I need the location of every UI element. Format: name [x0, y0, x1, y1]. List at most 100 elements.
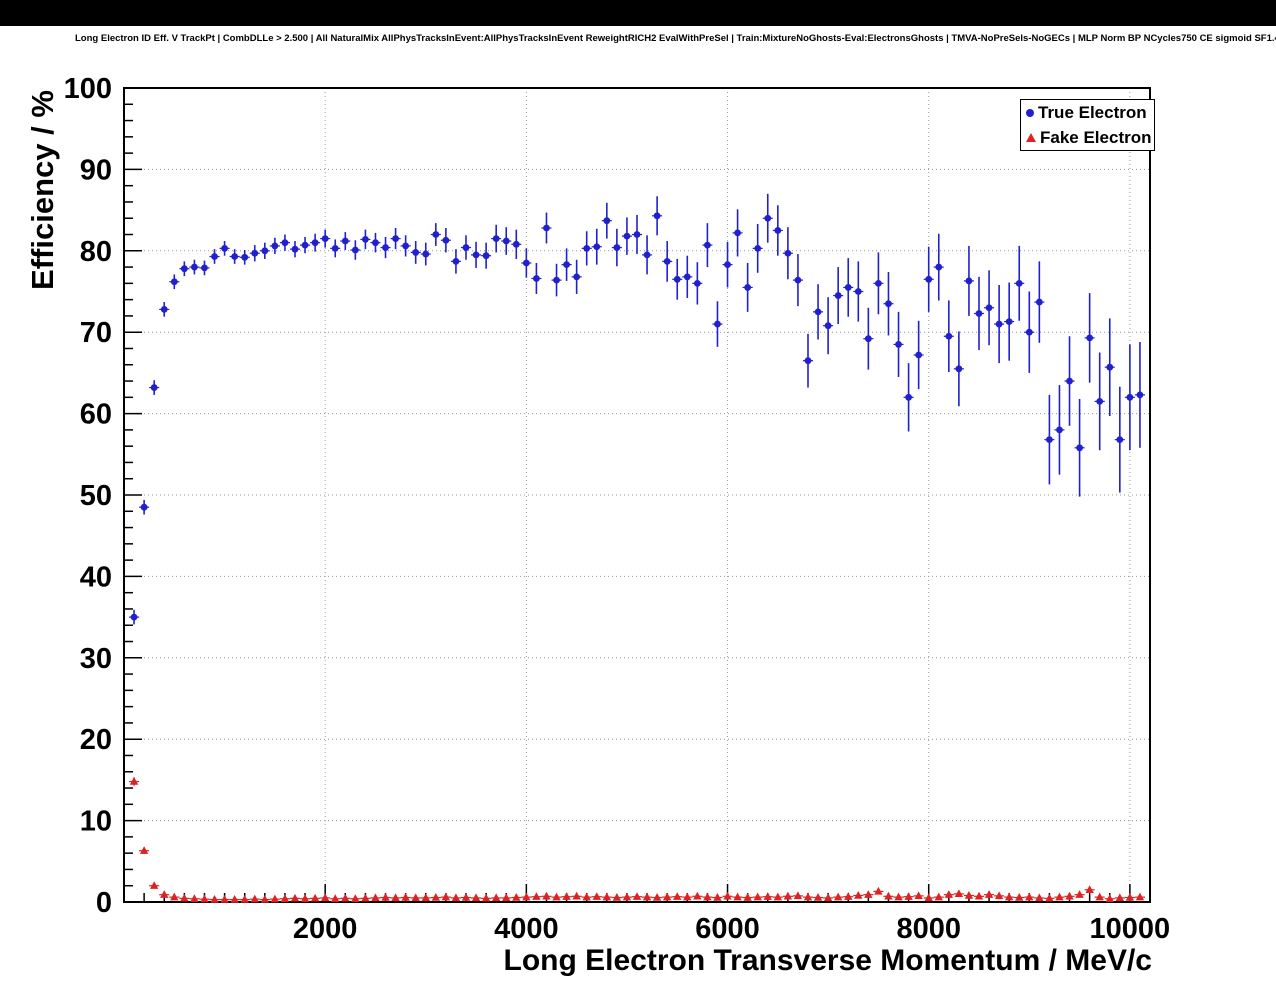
data-point [211, 253, 218, 260]
data-point [643, 251, 651, 259]
data-point [662, 892, 672, 901]
data-point [160, 890, 169, 898]
data-point [985, 304, 993, 312]
data-point [261, 247, 269, 255]
y-tick-label: 40 [80, 561, 112, 593]
y-axis-title: Efficiency / % [25, 90, 60, 290]
legend: True Electron Fake Electron [1020, 99, 1155, 151]
data-point [774, 227, 782, 234]
data-point [1035, 298, 1043, 306]
data-point [461, 893, 471, 901]
data-point [411, 893, 420, 902]
data-point [663, 257, 671, 265]
data-point [492, 235, 500, 242]
data-point [512, 893, 521, 901]
legend-label-true-electron: True Electron [1038, 102, 1147, 122]
data-point [522, 892, 531, 901]
data-point [884, 891, 893, 900]
data-point [139, 846, 149, 854]
data-point [974, 891, 984, 900]
data-point [532, 892, 541, 900]
data-point [372, 239, 379, 247]
data-point [320, 893, 330, 902]
data-point [924, 893, 933, 902]
data-point [310, 893, 320, 902]
data-point [1126, 393, 1134, 401]
data-point [391, 893, 400, 902]
y-tick-label: 90 [80, 154, 112, 186]
plot-header-text: Long Electron ID Eff. V TrackPt | CombDL… [75, 33, 1276, 44]
y-tick-label: 50 [80, 480, 112, 512]
data-point [1095, 892, 1104, 901]
data-point [502, 237, 510, 245]
data-point [592, 892, 601, 900]
data-point [491, 893, 501, 902]
data-point [130, 613, 138, 621]
data-point [573, 273, 581, 281]
data-point [1125, 893, 1135, 901]
data-point [442, 236, 450, 244]
data-point [613, 244, 621, 251]
data-point [170, 278, 178, 286]
data-point [291, 245, 299, 253]
data-point [1045, 893, 1054, 902]
data-point [382, 244, 389, 251]
data-point [432, 231, 440, 238]
data-point [231, 253, 239, 260]
data-point [793, 891, 803, 900]
true-electron-marker-icon [1026, 108, 1034, 117]
data-point [220, 895, 229, 903]
data-point [401, 893, 410, 901]
data-point [713, 893, 722, 901]
data-point [743, 893, 752, 901]
data-point [1056, 426, 1063, 434]
data-point [753, 892, 762, 901]
data-point [764, 214, 772, 222]
data-point [472, 251, 480, 259]
y-tick-label: 10 [80, 806, 112, 838]
data-point [341, 237, 349, 245]
data-point [362, 236, 369, 243]
data-point [552, 892, 561, 901]
data-point [321, 235, 329, 242]
data-point [612, 893, 622, 901]
data-point [190, 894, 199, 902]
data-point [210, 895, 219, 903]
data-point [452, 257, 460, 265]
data-point [290, 893, 300, 902]
y-tick-label: 100 [64, 73, 112, 105]
data-point [965, 277, 973, 285]
data-point [935, 263, 943, 271]
data-point [201, 264, 208, 272]
data-point [844, 284, 852, 291]
data-point [361, 893, 370, 902]
data-point [331, 894, 340, 902]
data-point [653, 212, 661, 220]
data-point [844, 892, 853, 900]
data-point [471, 893, 481, 902]
data-point [281, 239, 289, 247]
data-point [823, 893, 833, 902]
data-point [562, 892, 571, 900]
data-point [351, 246, 359, 254]
x-tick-label: 2000 [293, 913, 358, 945]
data-point [563, 261, 570, 269]
data-point [623, 232, 631, 240]
data-point [602, 892, 612, 901]
data-point [1136, 391, 1144, 399]
legend-entry-fake-electron: Fake Electron [1021, 125, 1154, 150]
data-point [481, 893, 491, 902]
data-point [180, 265, 188, 273]
data-point [954, 889, 964, 898]
data-point [1116, 436, 1124, 444]
data-point [1055, 892, 1064, 901]
data-point [482, 252, 490, 260]
data-point [733, 892, 742, 901]
data-point [512, 240, 520, 248]
data-point [714, 320, 721, 328]
data-point [1135, 892, 1145, 901]
data-point [944, 890, 954, 898]
data-point [280, 894, 290, 902]
window-top-bar [0, 0, 1276, 26]
